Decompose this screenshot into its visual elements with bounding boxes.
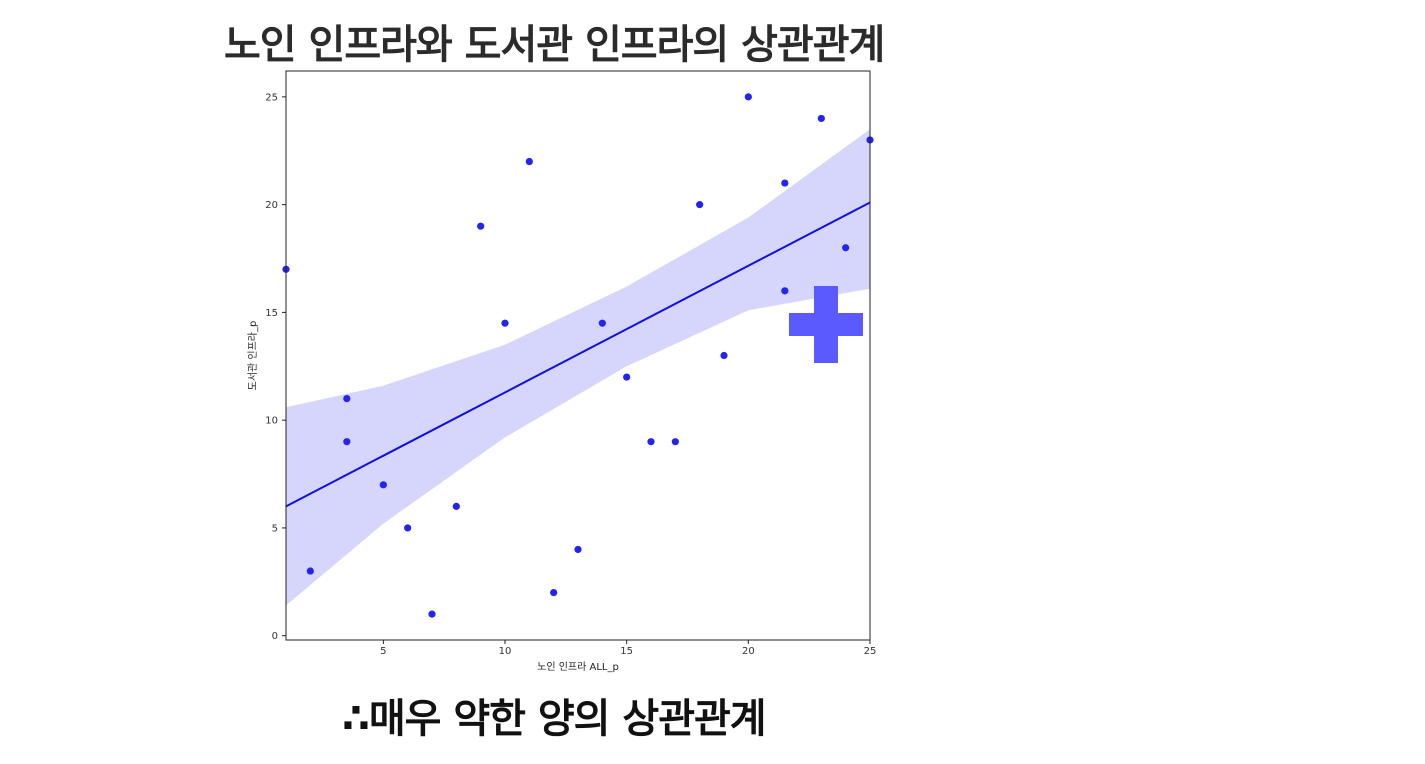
y-axis-label: 도서관 인프라_p [247, 321, 259, 391]
x-axis-label: 노인 인프라 ALL_p [537, 661, 619, 673]
data-point [379, 481, 387, 489]
data-point [598, 319, 606, 327]
confidence-band-layer [286, 129, 870, 606]
y-tick-label: 10 [265, 416, 278, 427]
data-point [817, 114, 825, 123]
y-tick-label: 5 [272, 523, 278, 534]
data-point [781, 179, 789, 187]
annotation-layer [789, 286, 863, 363]
data-point [781, 287, 789, 295]
data-point [343, 438, 351, 446]
data-point [842, 244, 850, 252]
data-point [550, 588, 558, 597]
data-point [306, 567, 314, 575]
data-point [647, 438, 655, 446]
data-point [623, 373, 631, 381]
slide-title: 노인 인프라와 도서관 인프라의 상관관계 [224, 22, 885, 68]
x-tick-label: 10 [499, 646, 512, 657]
regression-line [285, 201, 871, 508]
data-point [671, 438, 679, 446]
data-point [720, 351, 728, 360]
y-tick-label: 20 [265, 200, 278, 211]
data-point [574, 545, 582, 554]
axes-layer: 5 10 15 20 25 0 5 10 15 20 25 노인 인프라 ALL_p 도서관 인프라_p [247, 70, 877, 673]
data-point [428, 610, 436, 618]
data-point [452, 502, 460, 510]
y-tick-label: 25 [265, 92, 278, 103]
data-point [404, 524, 412, 532]
data-point [343, 395, 351, 403]
plus-sign-icon [789, 286, 863, 363]
x-tick-label: 5 [380, 646, 386, 657]
x-tick-label: 20 [742, 646, 755, 657]
data-point [744, 93, 752, 101]
confidence-band [286, 129, 870, 606]
y-tick-label: 0 [272, 631, 278, 642]
data-point [525, 157, 533, 166]
data-point [477, 222, 485, 230]
regression-line-layer [285, 201, 871, 508]
data-point [696, 201, 704, 209]
plot-frame [285, 70, 871, 641]
y-tick-label: 15 [265, 308, 278, 319]
data-points-layer [282, 93, 874, 618]
x-tick-label: 25 [864, 646, 877, 657]
conclusion-text: ∴매우 약한 양의 상관관계 [342, 696, 767, 742]
data-point [501, 319, 509, 327]
x-tick-label: 15 [620, 646, 633, 657]
